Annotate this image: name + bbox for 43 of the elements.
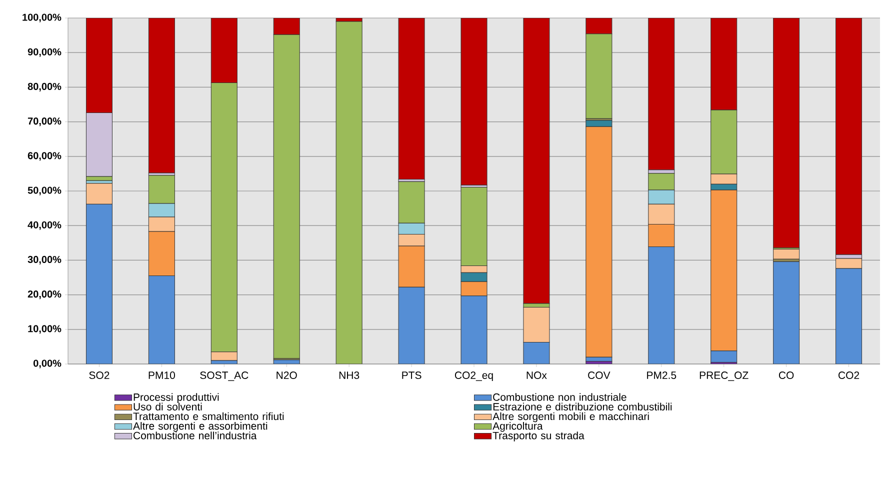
x-tick-label: CO <box>778 372 794 379</box>
y-tick-label: 40,00% <box>28 221 62 230</box>
legend-label: Trattamento e smaltimento rifiuti <box>133 412 284 420</box>
y-tick-label: 20,00% <box>28 290 62 300</box>
bar <box>586 360 612 364</box>
y-tick-label: 90,00% <box>28 48 62 57</box>
x-tick-label: PREC_OZ <box>700 372 748 381</box>
x-tick-label: PM10 <box>148 372 175 379</box>
x-tick-label: N2O <box>276 372 297 379</box>
x-tick-label: CO2 <box>838 372 860 379</box>
y-tick-label: 100,00% <box>22 14 62 22</box>
legend-label: Uso di solventi <box>134 402 202 410</box>
legend-label: Estrazione e distribuzione combustibili <box>493 402 672 410</box>
legend-label: Processi produttivi <box>134 393 219 403</box>
x-tick-label: PTS <box>402 372 422 379</box>
legend-label: Altre sorgenti e assorbimenti <box>133 422 268 432</box>
legend-label: Altre sorgenti mobili e macchinari <box>492 412 649 422</box>
y-tick-label: 50,00% <box>28 186 62 196</box>
y-tick-label: 70,00% <box>28 118 62 126</box>
bar <box>148 18 175 174</box>
x-tick-label: NH3 <box>339 372 360 379</box>
x-tick-label: SOST_AC <box>200 372 248 381</box>
legend-label: Trasporto su strada <box>492 432 584 442</box>
y-tick-label: 80,00% <box>28 82 62 92</box>
bar <box>398 18 425 180</box>
legend-label: Agricoltura <box>492 422 543 432</box>
y-tick-label: 30,00% <box>28 256 62 264</box>
legend-label: Combustione nell’industria <box>134 432 257 440</box>
bar <box>460 18 488 186</box>
bar <box>836 18 862 255</box>
x-tick-label: PM2.5 <box>647 372 676 379</box>
bar <box>523 18 550 304</box>
bar <box>773 261 800 364</box>
x-tick-label: NOx <box>526 372 547 379</box>
y-tick-label: 10,00% <box>28 325 62 334</box>
x-tick-label: COV <box>588 372 610 379</box>
x-tick-label: CO2_eq <box>454 372 493 382</box>
x-tick-label: SO2 <box>89 372 110 379</box>
y-tick-label: 0,00% <box>34 360 62 368</box>
y-tick-label: 60,00% <box>28 152 62 161</box>
bar <box>336 21 362 364</box>
legend-label: Combustione non industriale <box>493 393 626 401</box>
bar <box>648 18 675 170</box>
